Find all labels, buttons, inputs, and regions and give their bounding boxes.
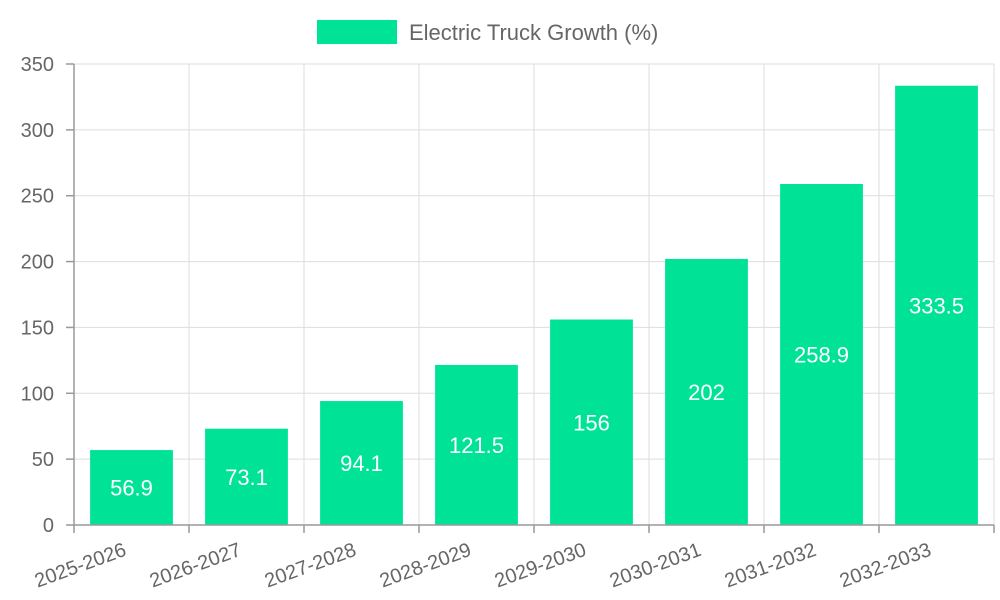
data-label: 73.1 xyxy=(225,465,268,490)
y-tick-label: 150 xyxy=(21,317,54,339)
data-label: 258.9 xyxy=(794,342,849,367)
y-tick-label: 100 xyxy=(21,383,54,405)
data-label: 156 xyxy=(573,410,610,435)
bar-2030-2031[interactable] xyxy=(665,258,748,525)
x-tick-label: 2030-2031 xyxy=(607,539,704,592)
legend-label: Electric Truck Growth (%) xyxy=(409,20,658,45)
x-tick-label: 2028-2029 xyxy=(377,539,474,592)
bar-2031-2032[interactable] xyxy=(780,183,863,526)
bar-2025-2026[interactable] xyxy=(90,450,173,525)
x-tick-label: 2031-2032 xyxy=(722,539,819,592)
bar-2029-2030[interactable] xyxy=(550,319,633,525)
bar-2028-2029[interactable] xyxy=(435,364,518,525)
y-tick-label: 200 xyxy=(21,252,54,274)
data-label: 94.1 xyxy=(340,451,383,476)
legend-swatch xyxy=(317,20,397,44)
x-tick-label: 2025-2026 xyxy=(32,539,129,592)
data-label: 202 xyxy=(688,380,725,405)
y-tick-label: 50 xyxy=(32,449,54,471)
data-label: 333.5 xyxy=(909,293,964,318)
y-tick-label: 300 xyxy=(21,120,54,142)
y-tick-label: 350 xyxy=(21,54,54,76)
bar-2026-2027[interactable] xyxy=(205,428,288,525)
x-tick-label: 2027-2028 xyxy=(262,539,359,592)
x-tick-label: 2026-2027 xyxy=(147,539,244,592)
y-tick-label: 0 xyxy=(43,515,54,537)
gridlines xyxy=(74,63,995,526)
legend[interactable]: Electric Truck Growth (%) xyxy=(317,20,658,45)
bars xyxy=(90,85,978,526)
bar-2032-2033[interactable] xyxy=(895,85,978,526)
data-label: 121.5 xyxy=(449,433,504,458)
axes xyxy=(66,63,995,533)
x-tick-label: 2029-2030 xyxy=(492,539,589,592)
bar-2027-2028[interactable] xyxy=(320,401,403,525)
x-tick-label: 2032-2033 xyxy=(837,539,934,592)
data-label: 56.9 xyxy=(110,476,153,501)
y-tick-label: 250 xyxy=(21,186,54,208)
